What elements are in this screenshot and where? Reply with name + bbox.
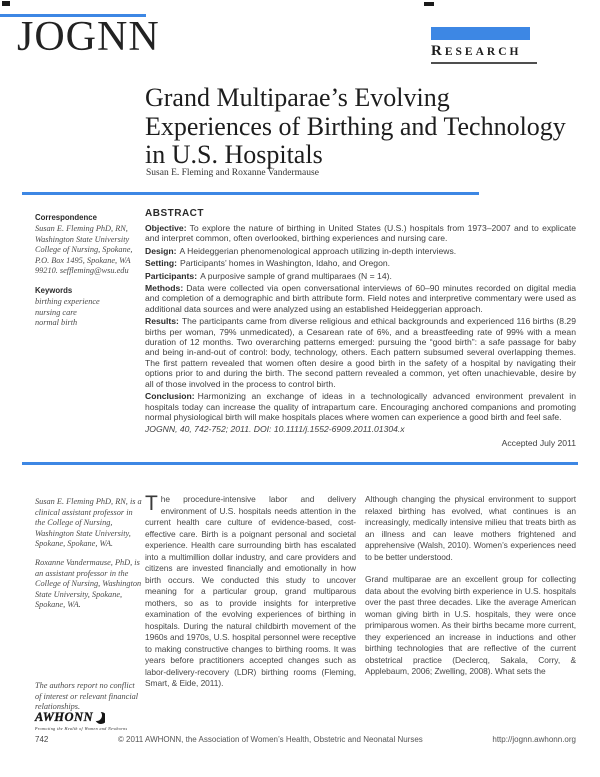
section-label: RESEARCH (431, 43, 537, 64)
abstract-label: Conclusion: (145, 391, 195, 402)
journal-logo: JOGNN (17, 14, 160, 60)
accepted-date: Accepted July 2011 (501, 437, 576, 448)
abstract-label: Setting: (145, 258, 177, 269)
page-footer: 742 © 2011 AWHONN, the Association of Wo… (35, 735, 576, 744)
keyword-item: normal birth (35, 318, 78, 328)
section-banner: RESEARCH (431, 27, 537, 64)
body-paragraph: Although changing the physical environme… (365, 494, 576, 562)
body-divider-rule (22, 462, 578, 465)
abstract-text: Harmonizing an exchange of ideas in a te… (145, 391, 576, 422)
abstract-label: Methods: (145, 283, 184, 294)
abstract-label: Objective: (145, 223, 187, 233)
masthead-rule (0, 14, 146, 17)
scan-artifact (424, 2, 434, 6)
abstract-methods: Methods: Data were collected via open con… (145, 283, 576, 314)
abstract-text: A Heideggerian phenomenological approach… (179, 245, 457, 256)
abstract-label: Design: (145, 245, 177, 256)
keyword-item: nursing care (35, 307, 77, 317)
awhonn-logo-tagline: Promoting the Health of Women and Newbor… (35, 726, 128, 731)
body-paragraph: Grand multiparae are an excellent group … (365, 574, 576, 676)
disclosure-note: The authors report no conflict of intere… (35, 681, 139, 712)
doi-text: DOI: 10.1111/j.1552-6909.2011.01304.x (253, 424, 405, 435)
abstract-heading: ABSTRACT (145, 208, 204, 219)
abstract-participants: Participants: A purposive sample of grand… (145, 271, 576, 281)
scan-artifact (2, 1, 10, 6)
abstract-section: ABSTRACT Objective: To explore the nature… (145, 208, 576, 448)
title-line: Experiences of Birthing and Technology (145, 111, 566, 141)
crescent-icon (95, 710, 106, 725)
awhonn-logo-text: AWHONN (35, 710, 94, 724)
bio-fleming: Susan E. Fleming PhD, RN, is a clinical … (35, 497, 142, 549)
dropcap-letter: T (145, 492, 158, 515)
correspondence-block: Correspondence Susan E. Fleming PhD, RN,… (35, 213, 142, 329)
section-banner-bar (431, 27, 530, 40)
body-text: he procedure-intensive labor and deliver… (145, 494, 356, 688)
awhonn-logo: AWHONN Promoting the Health of Women and… (35, 710, 142, 731)
abstract-results: Results: The participants came from diver… (145, 316, 576, 389)
correspondence-heading: Correspondence (35, 213, 97, 222)
abstract-text: The participants came from diverse relig… (145, 316, 576, 389)
title-divider-rule (22, 192, 479, 195)
citation-text: JOGNN, 40, 742-752; 2011. (145, 424, 252, 435)
abstract-text: Participants’ homes in Washington, Idaho… (179, 258, 391, 269)
keywords-heading: Keywords (35, 285, 73, 295)
article-citation: JOGNN, 40, 742-752; 2011. DOI: 10.1111/j… (145, 424, 576, 434)
title-line: Grand Multiparae’s Evolving (145, 83, 450, 112)
awhonn-logo-row: AWHONN (35, 710, 142, 725)
correspondence-text: Susan E. Fleming PhD, RN, Washington Sta… (35, 224, 133, 276)
abstract-conclusion: Conclusion: Harmonizing an exchange of id… (145, 391, 576, 422)
bio-vandermause: Roxanne Vandermause, PhD, is an assistan… (35, 557, 142, 610)
keyword-item: birthing experience (35, 296, 100, 306)
abstract-text: A purposive sample of grand multiparaes … (200, 270, 392, 281)
author-bios: Susan E. Fleming PhD, RN, is a clinical … (35, 497, 142, 619)
abstract-label: Participants: (145, 270, 198, 281)
abstract-text: Data were collected via open conversatio… (145, 283, 576, 314)
abstract-text: To explore the nature of birthing in Uni… (145, 223, 576, 244)
page-number: 742 (35, 735, 49, 744)
article-authors: Susan E. Fleming and Roxanne Vandermause (146, 168, 319, 178)
abstract-label: Results: (145, 316, 179, 327)
abstract-design: Design: A Heideggerian phenomenological a… (145, 246, 576, 256)
abstract-objective: Objective: To explore the nature of birth… (145, 223, 576, 244)
copyright-text: © 2011 AWHONN, the Association of Women’… (117, 735, 423, 744)
article-title: Grand Multiparae’s Evolving Experiences … (145, 83, 595, 170)
abstract-setting: Setting: Participants’ homes in Washingto… (145, 258, 576, 268)
body-column-2: Although changing the physical environme… (365, 494, 576, 701)
journal-url: http://jognn.awhonn.org (492, 735, 576, 744)
title-line: in U.S. Hospitals (145, 140, 323, 169)
